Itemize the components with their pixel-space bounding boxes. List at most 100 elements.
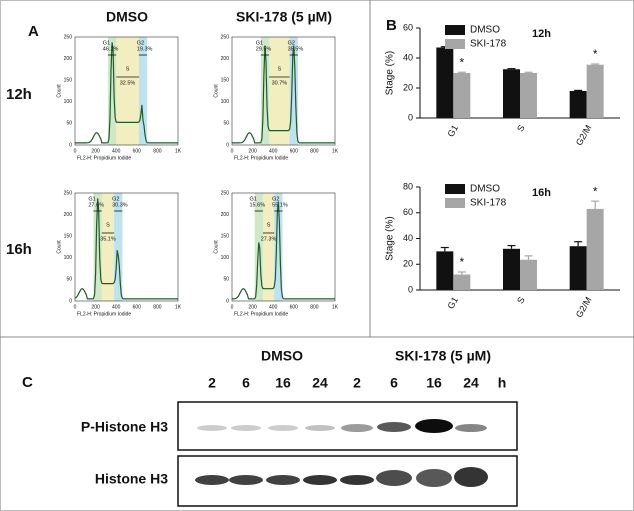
bar [569, 246, 587, 290]
y-tick-label: 200 [64, 56, 73, 62]
group-label: DMSO [261, 348, 303, 364]
x-tick-label: 800 [310, 148, 319, 154]
time-label: 6 [390, 375, 398, 391]
y-axis-label: Count [213, 84, 219, 98]
time-label: 2 [353, 375, 361, 391]
column-header: SKI-178 (5 µM) [236, 9, 332, 25]
gate-g1 [93, 193, 102, 301]
y-tick-label: 0 [408, 284, 413, 294]
gate-percent: 27.3% [261, 236, 277, 242]
y-tick-label: 150 [221, 78, 230, 84]
time-label: 16 [275, 375, 291, 391]
significance-mark: * [593, 184, 598, 198]
y-tick-label: 20 [403, 82, 413, 92]
gate-label: G1 [88, 196, 95, 202]
legend-label: SKI-178 [470, 39, 507, 50]
y-tick-label: 40 [403, 52, 413, 62]
x-tick-label: 800 [310, 304, 319, 310]
y-tick-label: 80 [403, 181, 413, 191]
gate-g2 [114, 193, 123, 301]
x-axis-label: FL2-H: Propidium Iodide [77, 155, 131, 161]
x-tick-label: S [515, 123, 527, 133]
row-header: 12h [6, 86, 32, 103]
y-tick-label: 50 [66, 121, 72, 127]
gate-g2 [289, 37, 298, 145]
y-tick-label: 50 [66, 277, 72, 283]
gate-label: G2 [272, 196, 279, 202]
y-tick-label: 150 [221, 234, 230, 240]
x-tick-label: 1K [332, 304, 339, 310]
gate-percent: 15.6% [250, 202, 266, 208]
gate-percent: 55.1% [272, 202, 288, 208]
column-header: DMSO [106, 9, 148, 25]
x-tick-label: 800 [153, 304, 162, 310]
x-tick-label: 0 [231, 304, 234, 310]
unit-label: h [498, 375, 507, 391]
y-tick-label: 60 [403, 207, 413, 217]
gate-percent: 30.7% [272, 80, 288, 86]
plot-frame [74, 36, 179, 146]
y-tick-label: 150 [64, 234, 73, 240]
plot-frame [231, 192, 336, 302]
bar [586, 208, 604, 290]
group-label: SKI-178 (5 µM) [395, 348, 491, 364]
x-tick-label: 200 [91, 148, 100, 154]
time-label: 24 [463, 375, 479, 391]
gate-label: S [267, 222, 271, 228]
x-tick-label: 800 [153, 148, 162, 154]
gate-s [112, 37, 143, 145]
bar [453, 73, 471, 118]
x-tick-label: 0 [231, 148, 234, 154]
time-label: 6 [242, 375, 250, 391]
gate-percent: 46.2% [103, 46, 119, 52]
legend-swatch [445, 198, 465, 208]
y-axis-label: Stage (%) [385, 51, 396, 95]
x-tick-label: 400 [112, 304, 121, 310]
y-axis-label: Count [213, 240, 219, 254]
significance-mark: * [459, 55, 464, 69]
gate-g1 [107, 37, 117, 145]
blot-label: Histone H3 [95, 471, 168, 487]
gate-label: G1 [256, 40, 263, 46]
legend-swatch [445, 25, 465, 35]
y-tick-label: 0 [226, 142, 229, 148]
gate-label: S [106, 222, 110, 228]
gate-label: G1 [103, 40, 110, 46]
y-tick-label: 100 [64, 99, 73, 105]
x-tick-label: 1K [332, 148, 339, 154]
legend-label: SKI-178 [470, 198, 507, 209]
y-tick-label: 250 [64, 190, 73, 196]
y-tick-label: 0 [69, 298, 72, 304]
legend-label: DMSO [470, 25, 500, 36]
blot-bands [195, 419, 488, 487]
bar [520, 259, 537, 290]
legend-label: DMSO [470, 184, 500, 195]
gate-s [97, 193, 119, 301]
bar [569, 91, 587, 118]
y-tick-label: 0 [408, 112, 413, 122]
bar [436, 251, 454, 290]
y-tick-label: 200 [221, 56, 230, 62]
gate-label: S [278, 66, 282, 72]
y-tick-label: 0 [226, 298, 229, 304]
y-tick-label: 20 [403, 259, 413, 269]
y-tick-label: 200 [221, 212, 230, 218]
gate-label: G1 [250, 196, 257, 202]
plot-frame [74, 192, 179, 302]
gate-s [264, 37, 294, 145]
y-tick-label: 250 [64, 34, 73, 40]
x-tick-label: 600 [133, 148, 142, 154]
bar [586, 64, 604, 118]
y-tick-label: 250 [221, 190, 230, 196]
x-tick-label: 400 [112, 148, 121, 154]
x-tick-label: 200 [248, 304, 257, 310]
bar [453, 274, 471, 290]
x-tick-label: 400 [269, 304, 278, 310]
x-tick-label: 0 [74, 304, 77, 310]
y-tick-label: 40 [403, 233, 413, 243]
significance-mark: * [593, 47, 598, 61]
plot-frame [231, 36, 336, 146]
x-tick-label: 600 [133, 304, 142, 310]
gate-label: G2 [288, 40, 295, 46]
bar [520, 73, 537, 118]
